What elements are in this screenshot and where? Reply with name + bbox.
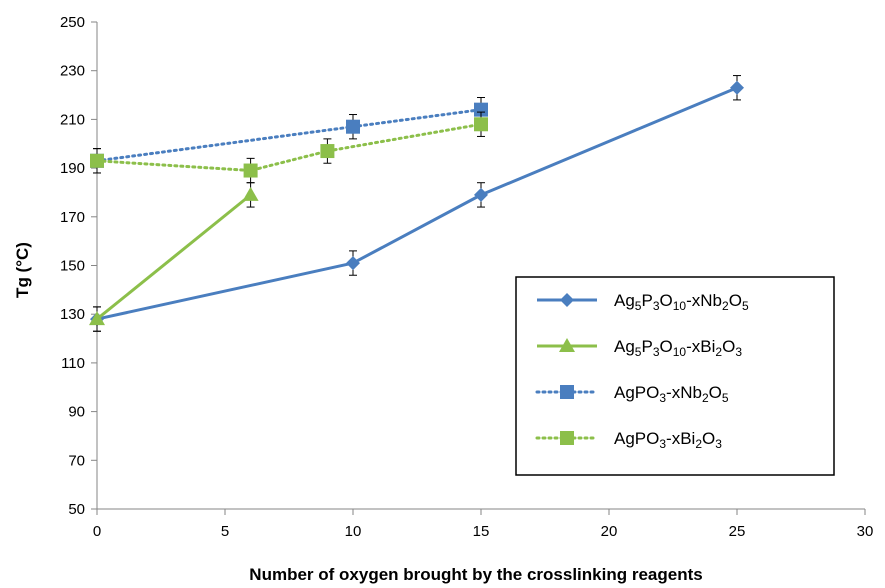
- legend: Ag5​P3​O10​-xNb2​O5​ Ag5​P3​O10​-xBi2​O3​…: [515, 276, 835, 476]
- y-axis-title: Tg (°C): [13, 242, 32, 298]
- data-point: [89, 311, 105, 326]
- y-tick-label: 190: [60, 160, 85, 177]
- x-tick-label: 20: [601, 523, 618, 540]
- legend-label: Ag5​P3​O10​-xNb2​O5​: [614, 291, 749, 313]
- y-tick-label: 230: [60, 63, 85, 80]
- data-point: [243, 163, 258, 178]
- legend-label: AgPO3​-xNb2​O5​: [614, 383, 729, 405]
- legend-marker: [560, 293, 574, 307]
- series-group: [89, 75, 744, 332]
- y-tick-label: 110: [61, 355, 85, 372]
- x-tick-label: 15: [473, 523, 490, 540]
- x-axis-title: Number of oxygen brought by the crosslin…: [249, 565, 702, 584]
- y-tick-label: 250: [60, 14, 85, 31]
- series-line: [96, 86, 738, 321]
- y-tick-label: 170: [60, 209, 85, 226]
- x-tick-label: 0: [93, 523, 101, 540]
- series-2: [89, 182, 259, 332]
- x-tick-label: 10: [345, 523, 362, 540]
- legend-marker: [560, 431, 574, 445]
- legend-marker: [559, 338, 575, 352]
- data-point: [346, 256, 360, 271]
- y-tick-label: 50: [68, 501, 85, 518]
- data-point: [90, 153, 104, 168]
- series-line: [96, 193, 252, 321]
- data-point: [320, 144, 335, 159]
- data-point: [346, 119, 360, 134]
- data-point: [474, 117, 488, 132]
- legend-marker: [560, 385, 574, 399]
- y-tick-label: 130: [60, 306, 85, 323]
- y-tick-label: 150: [60, 258, 85, 275]
- data-point: [242, 186, 259, 201]
- data-point: [474, 102, 488, 117]
- y-tick-label: 210: [60, 111, 85, 128]
- y-tick-label: 70: [68, 452, 85, 469]
- tick-labels: 50 70 90 110 130 150 170 190 210 230 250 0 5 10 15 20 25…: [60, 14, 873, 540]
- x-tick-label: 30: [857, 523, 874, 540]
- data-point: [474, 187, 488, 202]
- axes: [91, 21, 866, 515]
- x-tick-label: 25: [729, 523, 746, 540]
- data-point: [730, 80, 744, 95]
- y-tick-label: 90: [68, 404, 85, 421]
- series-line: [95, 122, 483, 173]
- x-tick-label: 5: [221, 523, 229, 540]
- legend-label: AgPO3​-xBi2​O3​: [614, 429, 722, 451]
- series-4: [90, 111, 488, 184]
- legend-label: Ag5​P3​O10​-xBi2​O3​: [614, 337, 742, 359]
